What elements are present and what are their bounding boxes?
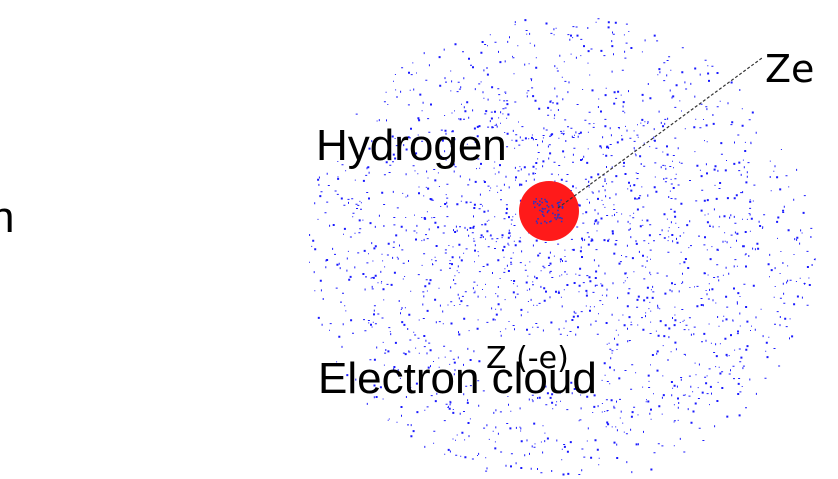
fragment-label: n [0, 193, 14, 242]
pointer-line [558, 58, 762, 208]
nucleus-label: Ze [765, 47, 814, 91]
atom-label: Hydrogen [316, 121, 507, 170]
page: Hydrogen n Electron cloud Ze Z (-e) (() … [0, 0, 838, 479]
electron-label: Z (-e) [486, 341, 569, 376]
diagram: Hydrogen n Electron cloud Ze Z (-e) [0, 0, 838, 479]
electron-cloud [309, 18, 816, 475]
